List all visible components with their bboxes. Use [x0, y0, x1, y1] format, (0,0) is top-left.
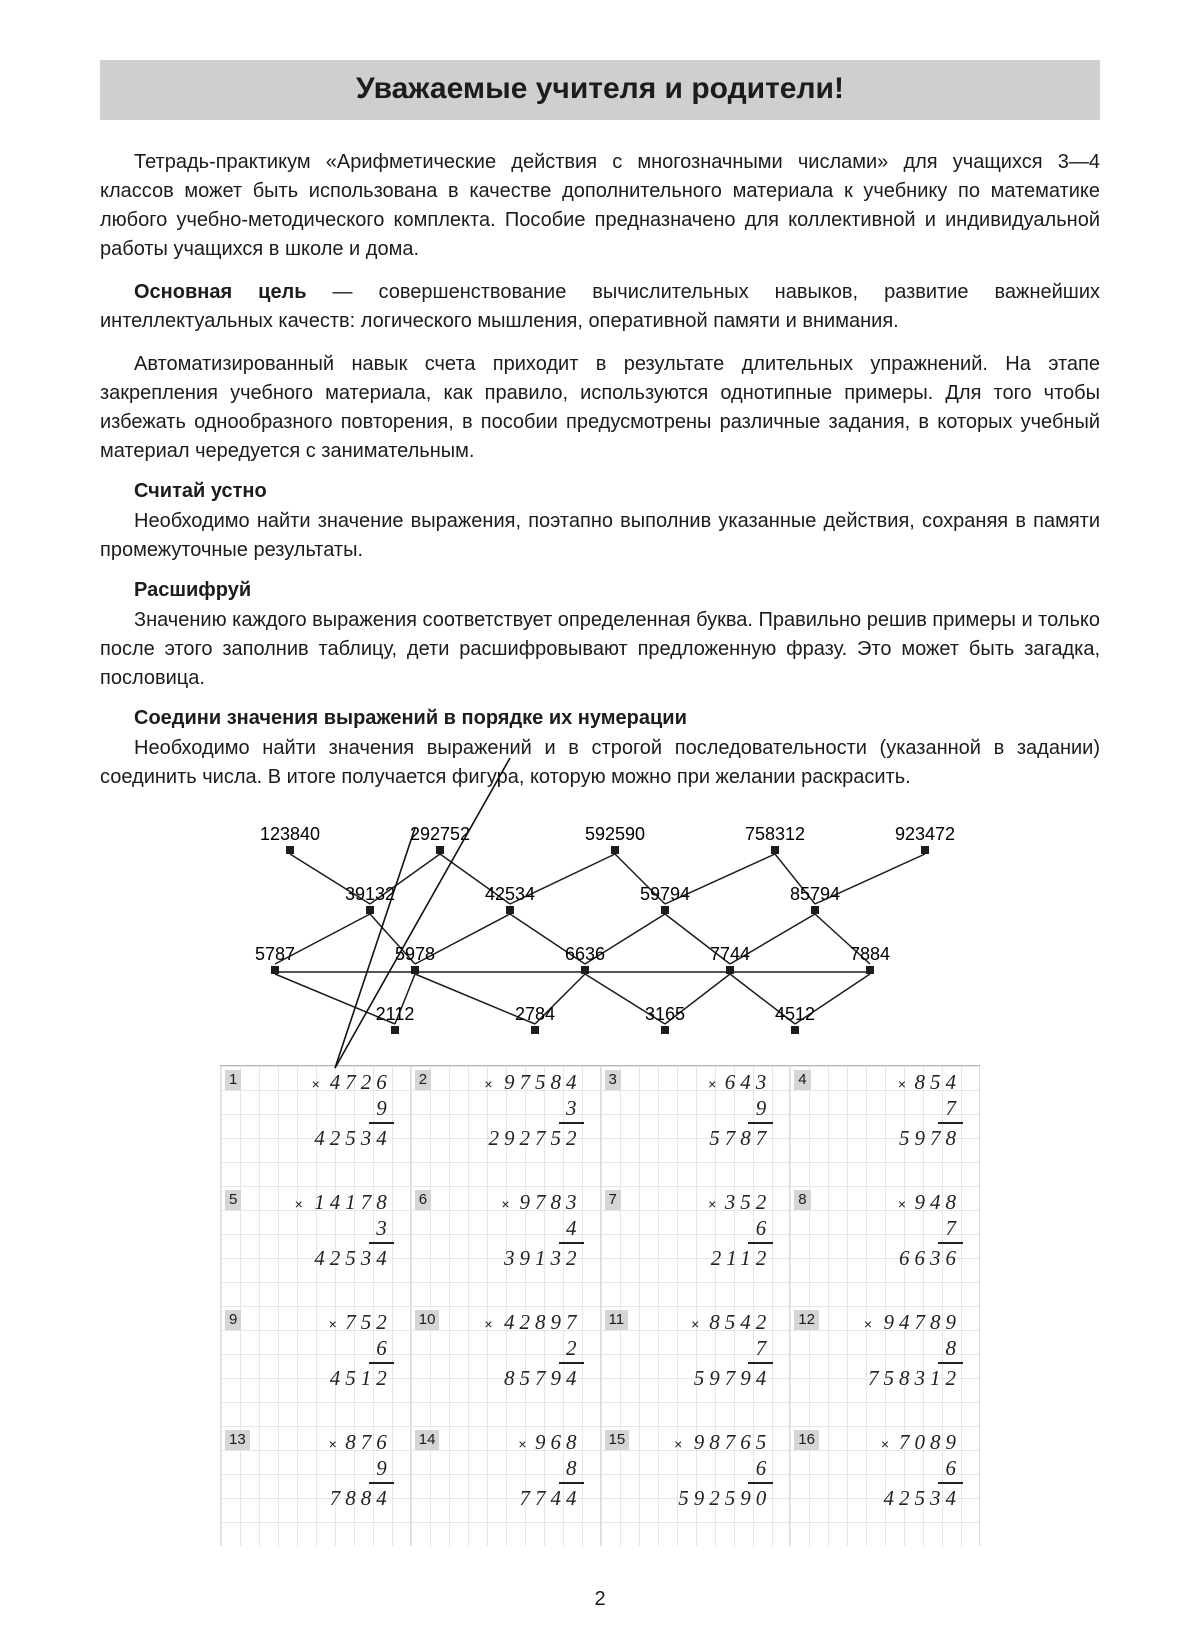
problem-index: 12 — [794, 1310, 819, 1330]
problems-row: 13×8769788414×9688774415×98765659259016×… — [220, 1426, 980, 1546]
svg-text:6636: 6636 — [565, 944, 605, 964]
problems-grid: 1×47269425342×9758432927523×643957874×85… — [220, 1065, 980, 1546]
problem-cell: 11×8542759794 — [601, 1306, 791, 1426]
problem-cell: 9×75264512 — [220, 1306, 411, 1426]
problem-cell: 3×64395787 — [601, 1066, 791, 1186]
problem-cell: 8×94876636 — [790, 1186, 980, 1306]
svg-text:39132: 39132 — [345, 884, 395, 904]
problem-index: 16 — [794, 1430, 819, 1450]
problem-index: 11 — [605, 1310, 629, 1330]
svg-text:7744: 7744 — [710, 944, 750, 964]
svg-text:59794: 59794 — [640, 884, 690, 904]
svg-text:5787: 5787 — [255, 944, 295, 964]
problem-index: 5 — [225, 1190, 241, 1210]
paragraph-sec2: Значению каждого выражения соответствует… — [100, 606, 1100, 693]
goal-lead: Основная цель — [134, 281, 307, 303]
problems-row: 5×141783425346×97834391327×352621128×948… — [220, 1186, 980, 1306]
section-head-1: Считай устно — [134, 480, 1100, 503]
svg-text:2112: 2112 — [376, 1004, 415, 1024]
problem-index: 10 — [415, 1310, 440, 1330]
page: Уважаемые учителя и родители! Тетрадь-пр… — [0, 0, 1200, 1651]
page-title: Уважаемые учителя и родители! — [100, 60, 1100, 120]
paragraph-intro: Тетрадь-практикум «Арифметические действ… — [100, 148, 1100, 264]
problem-index: 4 — [794, 1070, 810, 1090]
svg-text:2784: 2784 — [515, 1004, 555, 1024]
svg-text:923472: 923472 — [895, 824, 955, 844]
svg-text:4512: 4512 — [775, 1004, 815, 1024]
problem-cell: 4×85475978 — [790, 1066, 980, 1186]
problem-index: 3 — [605, 1070, 621, 1090]
svg-text:592590: 592590 — [585, 824, 645, 844]
problem-index: 2 — [415, 1070, 431, 1090]
svg-text:758312: 758312 — [745, 824, 805, 844]
problems-row: 9×7526451210×4289728579411×854275979412×… — [220, 1306, 980, 1426]
problem-cell: 12×947898758312 — [790, 1306, 980, 1426]
problem-index: 9 — [225, 1310, 241, 1330]
problem-cell: 16×7089642534 — [790, 1426, 980, 1546]
problem-cell: 13×87697884 — [220, 1426, 411, 1546]
paragraph-auto: Автоматизированный навык счета приходит … — [100, 350, 1100, 466]
svg-text:292752: 292752 — [410, 824, 470, 844]
svg-text:7884: 7884 — [850, 944, 890, 964]
tree-diagram: 123840 292752 592590 758312 923472 39132 42534… — [220, 810, 980, 1055]
problem-index: 15 — [605, 1430, 630, 1450]
svg-text:85794: 85794 — [790, 884, 840, 904]
problem-cell: 5×14178342534 — [220, 1186, 411, 1306]
problem-index: 14 — [415, 1430, 440, 1450]
problem-cell: 7×35262112 — [601, 1186, 791, 1306]
svg-text:42534: 42534 — [485, 884, 535, 904]
problem-cell: 15×987656592590 — [601, 1426, 791, 1546]
problem-index: 7 — [605, 1190, 621, 1210]
problem-cell: 2×975843292752 — [411, 1066, 601, 1186]
problem-index: 13 — [225, 1430, 250, 1450]
svg-text:3165: 3165 — [645, 1004, 685, 1024]
section-head-3: Соедини значения выражений в порядке их … — [134, 707, 1100, 730]
problems-row: 1×47269425342×9758432927523×643957874×85… — [220, 1066, 980, 1186]
problem-index: 8 — [794, 1190, 810, 1210]
problem-cell: 14×96887744 — [411, 1426, 601, 1546]
problem-index: 1 — [225, 1070, 241, 1090]
page-number: 2 — [100, 1588, 1100, 1611]
svg-text:123840: 123840 — [260, 824, 320, 844]
problem-index: 6 — [415, 1190, 431, 1210]
section-head-2: Расшифруй — [134, 579, 1100, 602]
paragraph-sec1: Необходимо найти значение выражения, поэ… — [100, 507, 1100, 565]
paragraph-goal: Основная цель — совершенствование вычисл… — [100, 278, 1100, 336]
problem-cell: 6×9783439132 — [411, 1186, 601, 1306]
problem-cell: 1×4726942534 — [220, 1066, 411, 1186]
svg-text:5978: 5978 — [395, 944, 435, 964]
problem-cell: 10×42897285794 — [411, 1306, 601, 1426]
paragraph-sec3: Необходимо найти значения выражений и в … — [100, 734, 1100, 792]
